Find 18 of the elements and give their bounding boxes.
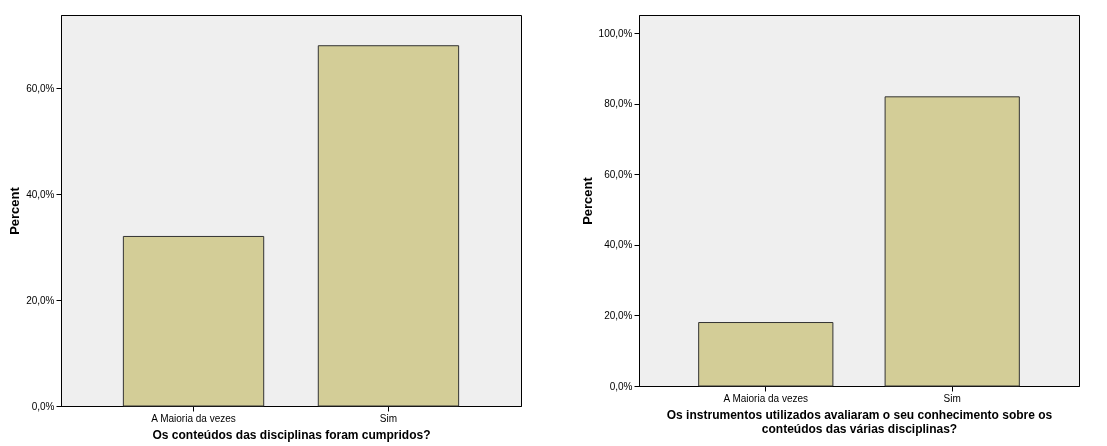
x-axis-title: Os instrumentos utilizados avaliaram o seu conhecimento sobre os conteúdos das várias disciplinas? (666, 407, 1053, 436)
y-tick-label: 0,0% (31, 400, 55, 412)
y-tick-label: 80,0% (604, 98, 633, 110)
y-tick-label: 60,0% (604, 168, 633, 180)
y-tick-label: 40,0% (604, 239, 633, 251)
x-tick-label: A Maioria da vezes (723, 392, 809, 404)
x-tick-label: Sim (943, 392, 961, 404)
y-tick-label: 20,0% (604, 309, 633, 321)
x-tick-label: A Maioria da vezes (151, 412, 236, 424)
y-tick-label: 20,0% (26, 294, 55, 306)
x-tick-label: Sim (379, 412, 398, 424)
x-axis-title: Os conteúdos das disciplinas foram cumpridos? (152, 427, 431, 442)
y-axis-title: Percent (7, 186, 23, 235)
y-axis-title: Percent (579, 176, 595, 225)
y-tick-label: 0,0% (609, 380, 633, 392)
y-tick-label: 100,0% (598, 27, 633, 39)
y-tick-label: 60,0% (26, 82, 55, 94)
y-tick-label: 40,0% (26, 188, 55, 200)
